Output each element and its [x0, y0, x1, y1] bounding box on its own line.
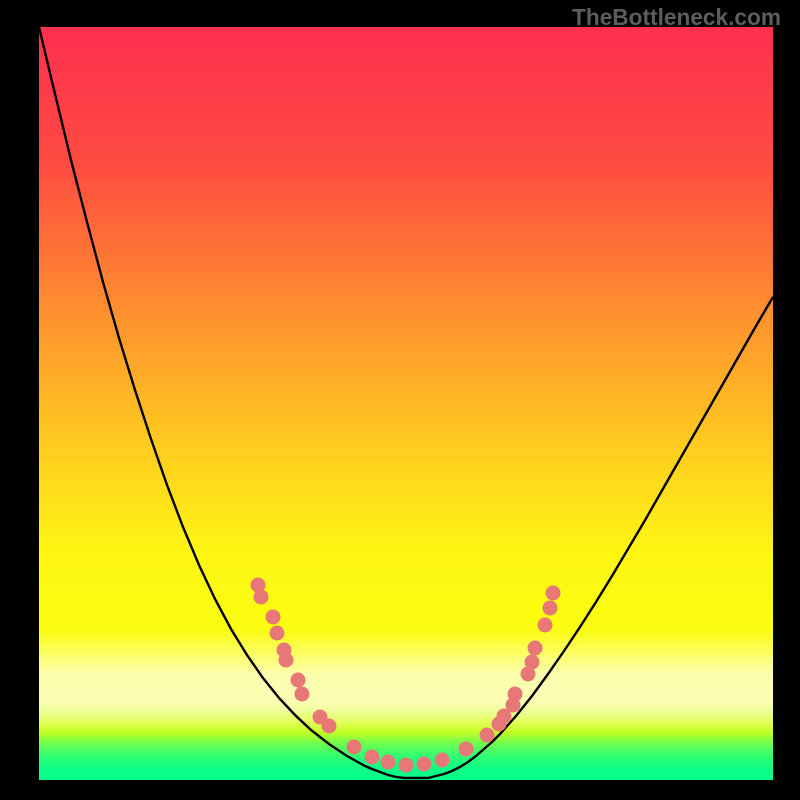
marker-dot: [295, 687, 310, 702]
marker-dot: [270, 626, 285, 641]
marker-dot: [365, 750, 380, 765]
bottleneck-curve: [39, 27, 773, 778]
marker-dot: [322, 719, 337, 734]
marker-dot: [381, 755, 396, 770]
marker-dot: [525, 655, 540, 670]
marker-dot: [254, 590, 269, 605]
watermark-text: TheBottleneck.com: [572, 4, 781, 31]
marker-dot: [459, 742, 474, 757]
marker-dot: [279, 653, 294, 668]
marker-dot: [538, 618, 553, 633]
marker-dot: [528, 641, 543, 656]
curve-markers: [251, 578, 561, 773]
marker-dot: [266, 610, 281, 625]
chart-svg: [0, 0, 800, 800]
marker-dot: [417, 757, 432, 772]
marker-dot: [435, 753, 450, 768]
marker-dot: [399, 758, 414, 773]
marker-dot: [291, 673, 306, 688]
marker-dot: [480, 728, 495, 743]
marker-dot: [508, 687, 523, 702]
marker-dot: [543, 601, 558, 616]
marker-dot: [546, 586, 561, 601]
marker-dot: [347, 740, 362, 755]
